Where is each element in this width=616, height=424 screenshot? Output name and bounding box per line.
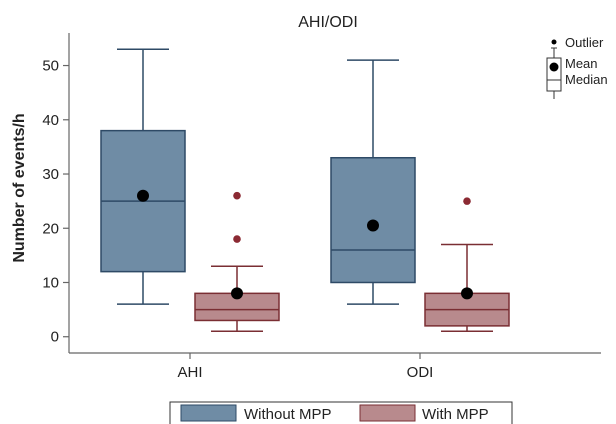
key-outlier-marker [551,39,557,45]
key-mean-label: Mean [565,56,598,71]
legend-label-with-mpp: With MPP [422,406,489,423]
outlier-point [233,235,241,243]
box-without-mpp-odi [330,59,416,305]
plot-key: Outlier Mean Median [546,35,608,99]
key-median-label: Median [565,72,608,87]
chart-title: AHI/ODI [298,14,358,31]
y-tick-label: 50 [42,58,59,75]
y-tick-label: 20 [42,220,59,237]
y-tick-label: 10 [42,274,59,291]
y-tick-label: 0 [51,329,59,346]
legend-swatch-with-mpp [359,404,416,422]
mean-marker [367,219,379,232]
x-tick-label: AHI [177,364,202,381]
y-axis-label: Number of events/h [11,113,28,262]
mean-marker [137,189,149,202]
y-tick-label: 30 [42,166,59,183]
outlier-point [463,197,471,205]
box-without-mpp-ahi [100,48,186,305]
legend-label-without-mpp: Without MPP [244,406,332,423]
mean-marker [231,287,243,300]
legend: Without MPP With MPP [169,401,513,424]
x-tick-label: ODI [407,364,434,381]
box-with-mpp-ahi [194,191,280,333]
legend-frame [169,401,513,424]
outlier-point [233,191,241,200]
y-tick-label: 40 [42,112,59,129]
mean-marker [461,287,473,300]
x-ticks: AHI ODI [177,353,433,381]
box-groups [100,48,510,333]
y-ticks: 0 10 20 30 40 50 [42,58,69,346]
key-mean-marker [549,62,559,72]
legend-swatch-without-mpp [180,404,237,422]
box-with-mpp-odi [424,197,510,333]
key-outlier-label: Outlier [565,35,604,50]
